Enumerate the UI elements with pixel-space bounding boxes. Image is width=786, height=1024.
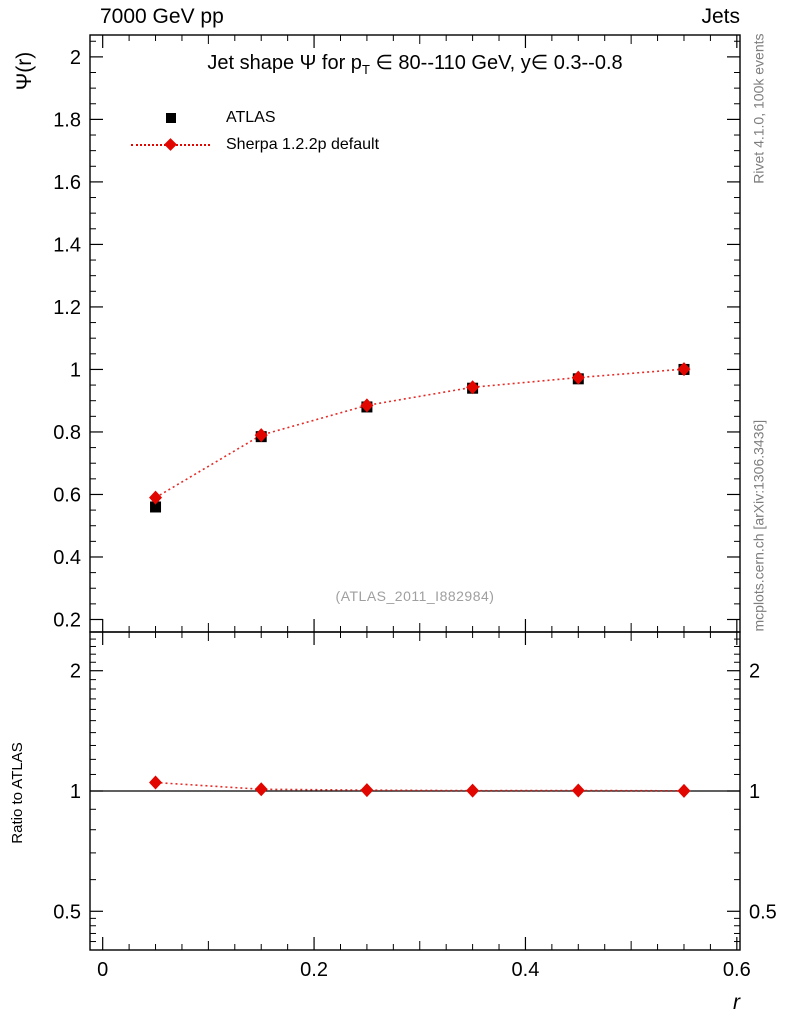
y-tick-label: 2	[70, 47, 81, 69]
legend-label-atlas: ATLAS	[226, 108, 276, 126]
data-point-diamond	[360, 783, 374, 798]
plot-title-text: Jet shape Ψ for p	[207, 52, 362, 74]
x-tick-label: 0	[97, 959, 108, 981]
data-point-diamond	[360, 398, 374, 413]
y-tick-label: 1.8	[53, 109, 81, 131]
y-tick-label: 1	[70, 359, 81, 381]
y-tick-label: 0.5	[53, 901, 81, 923]
legend-entry-atlas: ATLAS	[128, 104, 379, 131]
plot-title-subscript: T	[361, 62, 370, 77]
x-tick-label: 0.4	[512, 959, 540, 981]
x-axis-title: r	[733, 991, 740, 1014]
y-tick-label: 0.4	[53, 547, 81, 569]
data-point-square	[150, 501, 162, 513]
x-tick-label: 0.2	[300, 959, 328, 981]
legend-marker-cell	[128, 135, 213, 155]
y-tick-label: 1	[70, 781, 81, 803]
y-tick-label: 2	[70, 661, 81, 683]
legend-marker-cell	[128, 108, 213, 128]
y-tick-label: 0.5	[749, 901, 777, 923]
y-tick-label: 2	[749, 661, 760, 683]
series-line	[155, 781, 684, 792]
atlas-square-marker-icon	[165, 112, 176, 123]
data-point-diamond	[149, 490, 163, 505]
y-tick-label: 0.8	[53, 422, 81, 444]
y-tick-label: 1.4	[53, 234, 81, 256]
plot-title-suffix: ∈ 80--110 GeV, y∈ 0.3--0.8	[369, 52, 623, 74]
plot-title: Jet shape Ψ for pT ∈ 80--110 GeV, y∈ 0.3…	[90, 50, 740, 77]
panel-frame	[89, 631, 741, 951]
y-tick-label: 0.6	[53, 484, 81, 506]
y-tick-label: 1.2	[53, 297, 81, 319]
data-point-diamond	[466, 783, 480, 798]
data-point-diamond	[677, 362, 691, 377]
beam-energy-label: 7000 GeV pp	[100, 5, 224, 28]
data-point-diamond	[149, 775, 163, 790]
x-tick-label: 0.6	[723, 959, 751, 981]
sherpa-diamond-marker-icon	[164, 138, 177, 151]
legend-entry-sherpa: Sherpa 1.2.2p default	[128, 131, 379, 158]
data-point-diamond	[254, 782, 268, 797]
series-line	[155, 368, 685, 499]
data-point-diamond	[254, 428, 268, 443]
data-point-diamond	[466, 380, 480, 395]
y-tick-label: 0.2	[53, 609, 81, 631]
data-point-diamond	[677, 783, 691, 798]
y-tick-label: 1	[749, 781, 760, 803]
legend-label-sherpa: Sherpa 1.2.2p default	[226, 135, 380, 153]
analysis-id-watermark: (ATLAS_2011_I882984)	[335, 588, 495, 604]
analysis-group-label: Jets	[701, 5, 740, 28]
legend: ATLAS Sherpa 1.2.2p default	[128, 104, 379, 158]
data-point-diamond	[571, 370, 585, 385]
data-point-diamond	[571, 783, 585, 798]
y-tick-label: 1.6	[53, 172, 81, 194]
